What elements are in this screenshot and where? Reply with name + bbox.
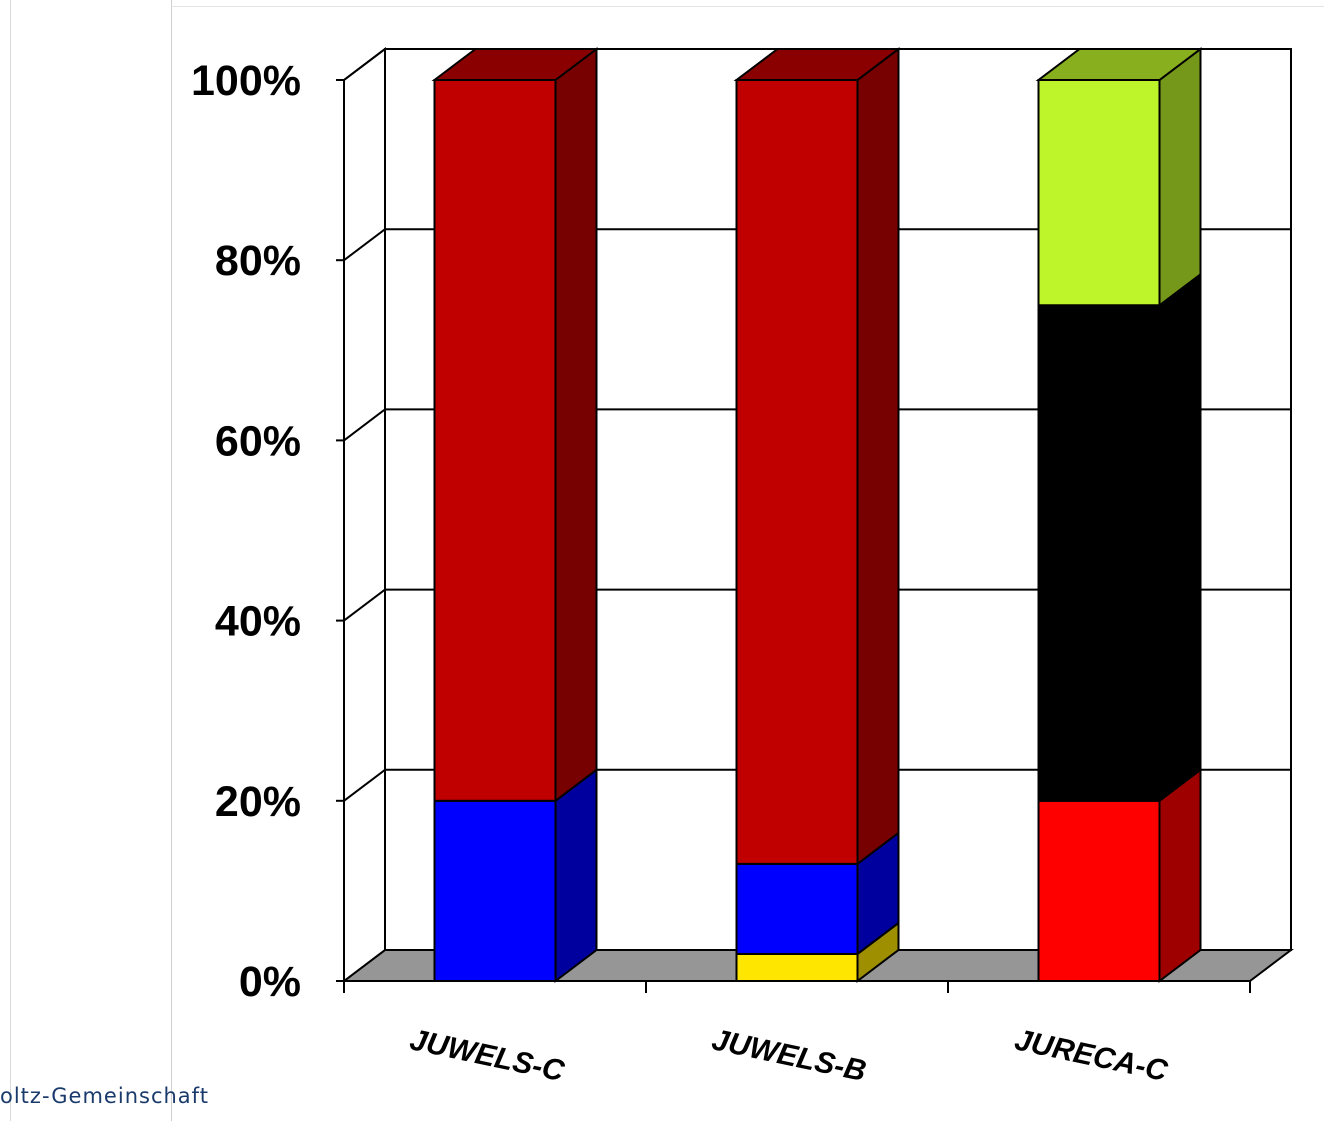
bar-segment-front [433,799,557,982]
y-axis-tick-label: 20% [215,778,301,826]
y-axis-tick-label: 80% [215,237,301,285]
bar-segment-front [735,862,859,955]
y-axis-tick-label: 60% [215,417,301,465]
gridline-side [343,588,386,622]
bar-segment-front [1037,304,1161,802]
slide-frame-divider-line [171,0,172,1121]
gridline-side [343,228,386,261]
x-axis-tick-label: JURECA-C [1012,1023,1172,1088]
y-axis-tick-label: 40% [215,598,301,646]
y-axis-tick-label: 0% [239,958,301,1006]
bar-segment-front [1037,79,1161,307]
bar-segment-side [554,767,598,984]
chart-side-wall [343,46,386,984]
bar-segment-front [735,79,859,865]
bar-segment-side [1158,767,1202,984]
bar-segment-top [431,48,600,81]
gridline-side [343,769,386,802]
chart-bars [431,46,1204,984]
y-axis-tick-labels: 0% 20% 40% 60% 80% 100% [191,57,301,1006]
bar-segment-top [733,48,902,81]
bar-segment-front [433,79,557,802]
bar-segment-side [1158,46,1202,308]
gridline-side [343,408,386,442]
bar-segment-side [554,46,598,803]
y-axis-tick-label: 100% [191,57,301,105]
bar-segment-front [735,952,859,982]
chart-axes [336,79,1251,993]
bar-segment-top [1035,48,1204,81]
x-axis-tick-label: JUWELS-C [407,1023,568,1088]
bar-segment-side [1158,272,1202,803]
x-axis-tick-label: JUWELS-B [709,1023,869,1088]
bar-segment-side [856,46,900,866]
gridline-side [343,48,386,81]
x-axis-tick-labels: JUWELS-C JUWELS-B JURECA-C [407,1023,1172,1088]
bar-segment-front [1037,799,1161,982]
slide-frame-left-line [10,0,11,1121]
slide-frame-top-line [171,6,1324,7]
footer-organization-text: oltz-Gemeinschaft [0,1084,209,1108]
